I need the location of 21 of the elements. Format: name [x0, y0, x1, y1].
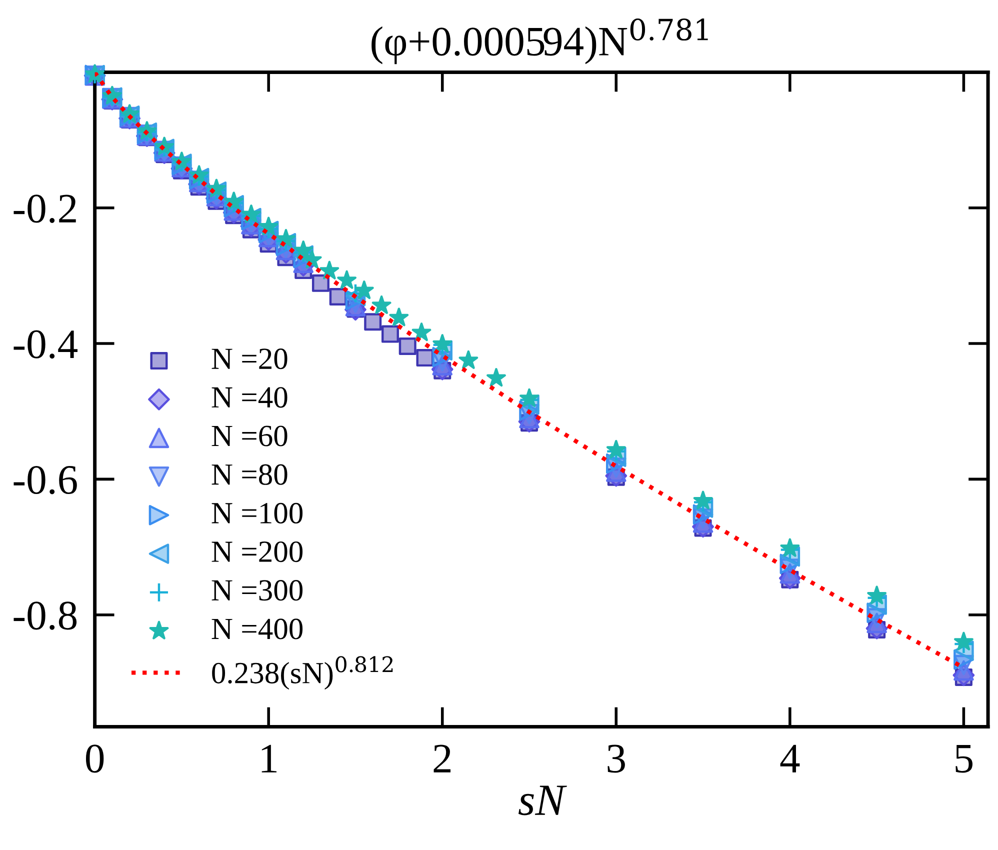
legend-label: N =80: [212, 464, 288, 485]
legend-label: N =20: [212, 348, 288, 370]
legend-label: 0.238(sN)$^{0.812}$: [212, 656, 393, 690]
legend-label: N =200: [212, 541, 303, 562]
y-tick-label: -0.4: [14, 330, 78, 359]
legend-label: N =60: [212, 426, 288, 446]
x-tick-label: 3: [608, 744, 625, 773]
x-tick-label: 1: [262, 744, 277, 772]
legend-label: N =300: [212, 580, 303, 601]
legend-label: N =400: [212, 618, 303, 640]
x-tick-label: 2: [434, 744, 450, 772]
x-tick-label: 4: [780, 744, 800, 772]
y-tick-label: -0.6: [14, 466, 77, 494]
chart-title: (φ+0.000594)N$^{0.781}$: [372, 18, 708, 64]
legend-label: N =40: [212, 387, 288, 408]
x-tick-label: 5: [956, 745, 972, 773]
legend-label: N =100: [212, 502, 303, 524]
x-axis-title: sN: [518, 786, 567, 816]
x-tick-label: 0: [86, 744, 104, 773]
y-tick-label: -0.8: [14, 602, 77, 630]
y-tick-label: -0.2: [14, 194, 76, 223]
